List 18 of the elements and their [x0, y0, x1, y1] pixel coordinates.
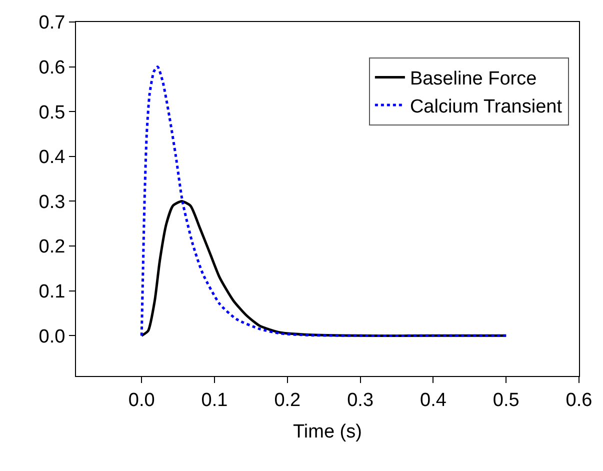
y-tick-label: 0.5 [38, 102, 66, 124]
x-tick-label: 0.3 [347, 390, 374, 411]
y-tick-label: 0.0 [38, 326, 66, 348]
legend-label: Baseline Force [410, 68, 537, 90]
x-tick-label: 0.2 [274, 390, 301, 411]
legend-label: Calcium Transient [410, 96, 563, 118]
x-axis-title: Time (s) [293, 422, 362, 443]
y-tick-label: 0.2 [38, 236, 66, 258]
y-tick-label: 0.3 [38, 192, 66, 213]
y-tick-label: 0.4 [38, 147, 66, 168]
y-tick-label: 0.1 [38, 282, 66, 303]
x-tick-label: 0.0 [128, 390, 155, 411]
x-tick-label: 0.4 [420, 390, 447, 411]
y-tick-label: 0.7 [38, 12, 66, 34]
x-tick-label: 0.6 [566, 390, 592, 411]
y-tick-label: 0.6 [38, 57, 66, 78]
x-tick-label: 0.5 [492, 390, 520, 411]
x-tick-label: 0.1 [201, 390, 228, 411]
